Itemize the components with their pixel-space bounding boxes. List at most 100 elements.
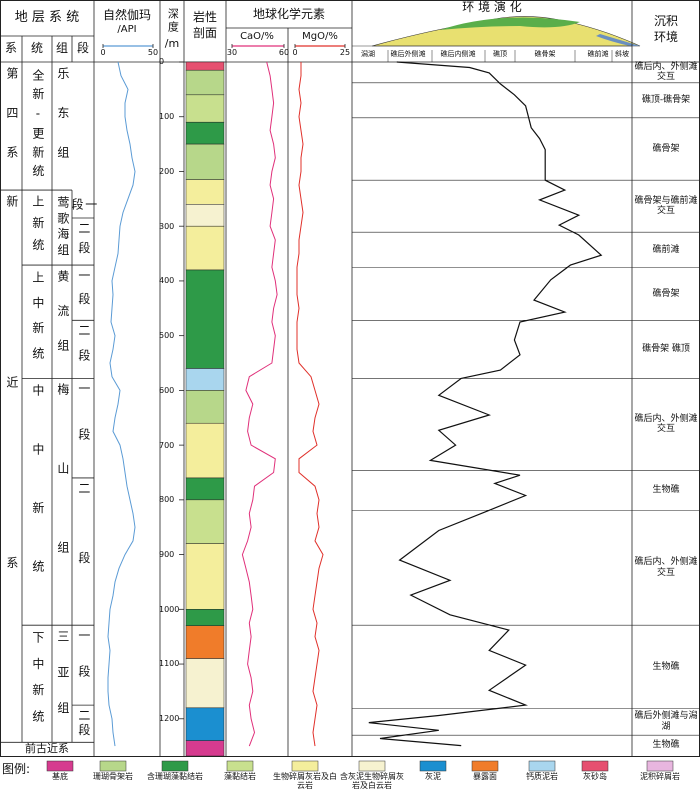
facies-label: 礁后内、外侧滩交互 — [634, 62, 698, 83]
legend-label: 含灰泥生物碎屑灰岩及白云岩 — [340, 772, 404, 791]
lithology-layer — [185, 477, 225, 501]
geochem-curve — [296, 62, 324, 747]
lithology-layer — [185, 609, 225, 626]
legend-title: 图例: — [2, 762, 31, 777]
facies-title: 环境 — [653, 30, 678, 45]
depth-tick-label: 900 — [159, 549, 175, 559]
lithology-layer — [185, 658, 225, 709]
facies-label: 生物礁 — [652, 740, 680, 751]
zone-label: 礁顶 — [493, 50, 507, 59]
legend-swatch — [528, 760, 556, 772]
unit-name: 一段 — [76, 629, 91, 702]
facies-label: 礁后外侧滩与潟湖 — [634, 711, 698, 732]
depth-unit: /m — [164, 36, 180, 50]
legend-swatch — [471, 760, 499, 772]
zone-label: 礁后外侧滩 — [390, 50, 426, 59]
lithology-layer — [185, 179, 225, 205]
lithology-layer — [185, 94, 225, 123]
strata-title: 地 层 系 统 — [14, 9, 80, 25]
lithology-layer — [185, 143, 225, 180]
lithology-layer — [185, 69, 225, 96]
depth-tick-label: 0 — [159, 57, 165, 67]
zone-label: 礁前滩 — [587, 50, 609, 59]
geochem-label: CaO/% — [240, 31, 274, 43]
scale-tick-label: 30 — [226, 48, 238, 58]
depth-tick-label: 1100 — [159, 659, 180, 669]
legend-label: 泥积碎屑岩 — [640, 772, 680, 781]
depth-tick-label: 100 — [159, 112, 175, 122]
legend-swatch — [419, 760, 447, 772]
unit-name: 二段 — [76, 481, 91, 622]
unit-name: 上中新统 — [30, 271, 45, 373]
depth-tick-label: 1000 — [159, 604, 180, 614]
scale-tick-label: 0 — [292, 48, 298, 58]
depth-tick-label: 700 — [159, 440, 175, 450]
legend-label: 珊瑚骨架岩 — [93, 772, 133, 781]
gamma-unit: /API — [117, 24, 137, 36]
facies-label: 礁骨架 — [652, 143, 680, 154]
lithology-title: 岩性 — [192, 10, 217, 25]
unit-name: 梅山组 — [55, 383, 70, 621]
column-label: 统 — [30, 41, 43, 56]
legend-label: 藻黏结岩 — [224, 772, 256, 781]
lithology-layer — [185, 543, 225, 610]
scale-tick-label: 25 — [339, 48, 351, 58]
facies-label: 礁骨架 — [652, 288, 680, 299]
facies-title: 沉积 — [653, 14, 678, 29]
lithology-layer — [185, 61, 225, 71]
unit-name: 莺歌海组 — [55, 196, 70, 260]
column-label: 系 — [4, 41, 17, 56]
lithology-layer — [185, 269, 225, 369]
zone-label: 潟湖 — [361, 50, 375, 59]
lithology-layer — [185, 422, 225, 479]
unit-name: 下中新统 — [30, 631, 45, 737]
environment-title: 环 境 演 化 — [462, 0, 522, 15]
depth-title: 深度 — [166, 8, 180, 34]
facies-label: 礁骨架 礁顶 — [642, 344, 690, 355]
gamma-curve — [107, 61, 136, 747]
legend-swatch — [161, 760, 189, 772]
unit-name: 乐东组 — [55, 66, 70, 186]
geochem-title: 地球化学元素 — [252, 7, 325, 22]
scale-tick-label: 50 — [147, 48, 159, 58]
facies-label: 礁顶-礁骨架 — [641, 95, 691, 106]
depth-tick-label: 300 — [159, 221, 175, 231]
legend-label: 生物碎屑灰岩及白云岩 — [273, 772, 337, 791]
facies-label: 生物礁 — [652, 661, 680, 672]
lithology-layer — [185, 225, 225, 271]
reef-profile — [352, 16, 641, 47]
lithology-layer — [185, 121, 225, 145]
legend-swatch — [46, 760, 74, 772]
legend-label: 含珊瑚藻黏结岩 — [147, 772, 203, 781]
lithology-layer — [185, 707, 225, 741]
unit-name: 三亚组 — [55, 630, 70, 738]
unit-name: 二段 — [76, 709, 91, 739]
zone-label: 礁骨架 — [534, 50, 556, 59]
unit-name: 前古近系 — [25, 741, 69, 755]
legend-swatch — [646, 760, 674, 772]
legend-swatch — [581, 760, 609, 772]
facies-label: 礁骨架与礁前滩交互 — [634, 195, 698, 217]
unit-name: 一段 — [76, 269, 91, 317]
unit-name: 二段 — [76, 324, 91, 375]
depth-tick-label: 800 — [159, 495, 175, 505]
legend-label: 灰泥 — [425, 772, 441, 781]
lithology-title: 剖面 — [192, 26, 217, 41]
scale-tick-label: 60 — [278, 48, 290, 58]
unit-name: 全新-更新统 — [30, 68, 45, 184]
depth-tick-label: 500 — [159, 331, 175, 341]
facies-label: 礁后内、外侧滩交互 — [634, 557, 698, 578]
depth-tick-label: 200 — [159, 166, 175, 176]
lithology-layer — [185, 740, 225, 757]
legend-label: 暴露面 — [473, 772, 497, 781]
depth-tick-label: 400 — [159, 276, 175, 286]
unit-name: 一段 — [70, 198, 98, 211]
legend-label: 钙质泥岩 — [526, 772, 558, 781]
reef-slope — [596, 34, 640, 46]
zone-label: 礁后内侧滩 — [440, 50, 476, 59]
unit-name: 上新统 — [30, 195, 45, 261]
legend-swatch — [291, 760, 319, 772]
lithology-layer — [185, 499, 225, 544]
facies-label: 生物礁 — [652, 485, 680, 496]
